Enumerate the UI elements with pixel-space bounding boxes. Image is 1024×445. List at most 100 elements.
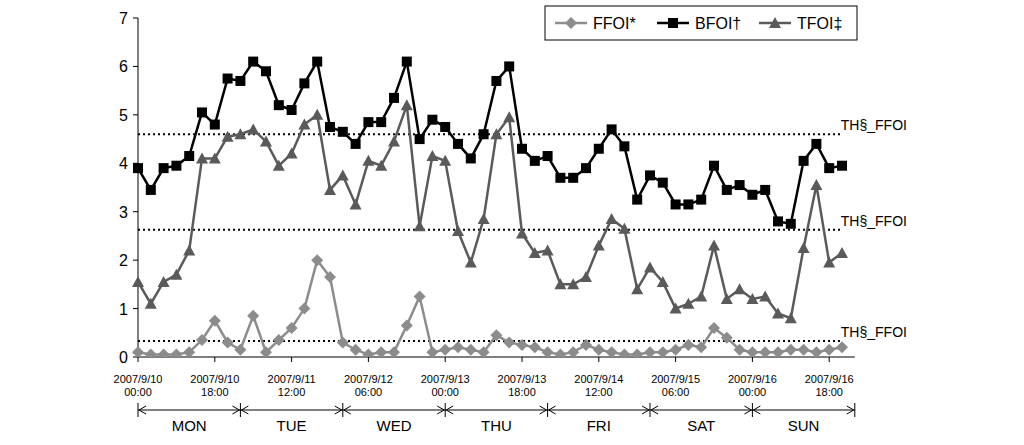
data-point: [836, 341, 848, 353]
y-tick-label: 0: [119, 349, 128, 366]
x-tick-label-line: 06:00: [355, 386, 383, 398]
data-point: [759, 290, 771, 301]
x-tick: [522, 357, 523, 362]
x-tick-label: 2007/9/1506:00: [651, 373, 700, 398]
data-point: [619, 141, 629, 151]
data-point: [465, 344, 477, 356]
legend-box: [545, 6, 857, 40]
data-point: [772, 307, 784, 318]
data-point: [798, 242, 810, 253]
data-point: [426, 346, 438, 357]
x-tick-label-line: 2007/9/12: [344, 373, 393, 385]
data-point: [401, 99, 413, 110]
data-point: [196, 334, 208, 346]
group-arrow: [753, 406, 760, 414]
x-tick: [214, 357, 215, 362]
data-point: [311, 109, 323, 120]
data-point: [170, 349, 182, 357]
data-point: [530, 156, 540, 166]
threshold-label: TH§_FFOI: [841, 213, 907, 229]
data-point: [338, 127, 348, 137]
x-tick-label: 2007/9/1018:00: [190, 373, 239, 398]
threshold-line: [138, 229, 843, 231]
data-point: [145, 298, 157, 309]
legend-marker: [769, 17, 781, 28]
data-point: [146, 185, 156, 195]
data-point: [158, 276, 170, 287]
threshold-label: TH§_FFOI: [841, 324, 907, 340]
data-point: [837, 161, 847, 171]
data-point: [721, 293, 733, 304]
data-point: [696, 195, 706, 205]
data-point: [273, 160, 285, 171]
data-point: [708, 240, 720, 251]
x-tick-label-line: 18:00: [815, 386, 843, 398]
data-point: [389, 93, 399, 103]
data-point: [274, 100, 284, 110]
group-axis: [138, 410, 855, 411]
data-point: [503, 336, 515, 348]
data-point: [682, 298, 694, 309]
data-point: [786, 219, 796, 229]
x-tick-label-line: 2007/9/13: [421, 373, 470, 385]
legend-label: BFOI†: [695, 15, 741, 32]
data-point: [311, 254, 323, 266]
data-point: [388, 135, 400, 146]
data-point: [298, 303, 310, 315]
data-point: [439, 344, 451, 356]
data-point: [388, 346, 400, 357]
x-tick-label: 2007/9/1000:00: [114, 373, 163, 398]
data-point: [170, 269, 182, 280]
data-point: [453, 139, 463, 149]
data-point: [479, 129, 489, 139]
data-point: [209, 315, 221, 327]
data-point: [811, 139, 821, 149]
data-point: [798, 344, 810, 356]
legend-label: TFOI‡: [797, 15, 842, 32]
data-point: [247, 310, 259, 322]
data-point: [490, 128, 502, 139]
legend: FFOI*BFOI†TFOI‡: [545, 6, 857, 40]
y-tick: [133, 66, 138, 67]
y-axis: [138, 18, 139, 357]
data-point: [478, 213, 490, 224]
data-point: [810, 346, 822, 357]
group-arrow: [642, 406, 649, 414]
data-point: [337, 336, 349, 348]
data-point: [222, 336, 234, 348]
y-tick: [133, 211, 138, 212]
data-point: [133, 163, 143, 173]
group-arrow: [344, 406, 351, 414]
group-arrow: [241, 406, 248, 414]
data-point: [414, 220, 426, 231]
data-point: [722, 185, 732, 195]
data-point: [171, 161, 181, 171]
data-point: [234, 344, 246, 356]
x-tick-label-line: 2007/9/10: [114, 373, 163, 385]
data-point: [670, 344, 682, 356]
y-tick-label: 7: [119, 10, 128, 27]
data-point: [810, 179, 822, 190]
data-point: [375, 160, 387, 171]
data-point: [823, 257, 835, 268]
group-arrow: [446, 406, 453, 414]
y-tick-label: 1: [119, 301, 128, 318]
data-point: [606, 213, 618, 224]
data-point: [606, 346, 618, 357]
data-point: [529, 341, 541, 353]
data-point: [324, 184, 336, 195]
x-tick: [368, 357, 369, 362]
y-tick-label: 2: [119, 252, 128, 269]
group-arrow: [232, 406, 239, 414]
data-point: [287, 105, 297, 115]
data-point: [452, 225, 464, 236]
data-point: [324, 271, 336, 283]
x-tick-label-line: 12:00: [278, 386, 306, 398]
data-point: [415, 134, 425, 144]
data-point: [401, 320, 413, 332]
data-point: [721, 332, 733, 344]
x-tick-label-line: 2007/9/10: [190, 373, 239, 385]
data-point: [824, 163, 834, 173]
data-point: [568, 173, 578, 183]
group-arrow: [744, 406, 751, 414]
